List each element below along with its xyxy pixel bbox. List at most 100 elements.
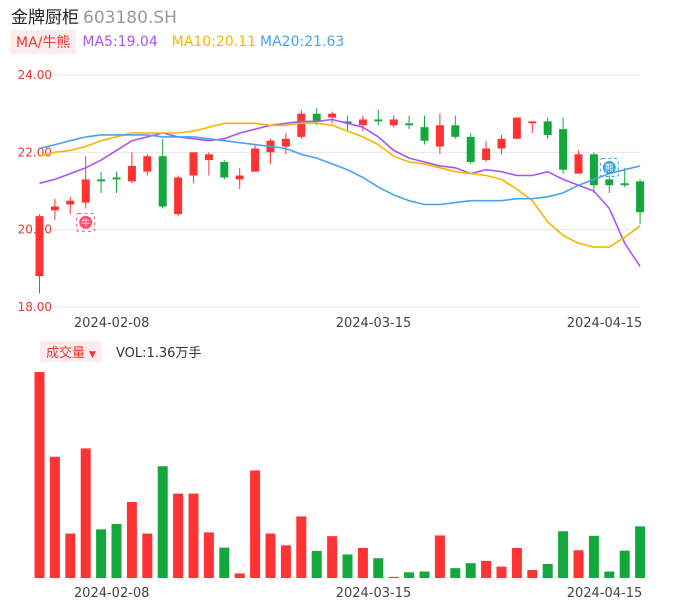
volume-bar xyxy=(542,563,553,578)
volume-bar xyxy=(481,560,492,578)
volume-bar xyxy=(635,526,646,578)
signal-label: 熊 xyxy=(605,162,614,174)
signal-label: 牛 xyxy=(81,217,90,229)
volume-bar xyxy=(357,547,368,578)
volume-bar xyxy=(65,533,76,578)
stock-title: 金牌厨柜 603180.SH xyxy=(11,3,177,28)
caret-down-icon: ▼ xyxy=(89,349,96,360)
candle-body xyxy=(589,154,598,186)
volume-bar xyxy=(126,501,137,578)
volume-bar xyxy=(142,533,153,578)
ma10-value: MA10:20.11 xyxy=(171,34,257,50)
volume-bar xyxy=(157,466,168,578)
volume-tag-label: 成交量 xyxy=(46,345,86,361)
candle-body xyxy=(389,119,398,126)
x-tick-label: 2024-03-15 xyxy=(336,586,412,601)
volume-bar xyxy=(80,448,91,578)
candle-body xyxy=(50,206,59,211)
signal-frame xyxy=(76,212,96,232)
x-tick-label: 2024-04-15 xyxy=(567,586,643,601)
ma-legend: MA/牛熊 MA5:19.04 MA10:20.11 MA20:21.63 xyxy=(10,30,344,54)
candle-body xyxy=(204,154,213,161)
ma20-line xyxy=(39,134,641,206)
y-tick-label: 20.00 xyxy=(18,223,52,237)
candle-body xyxy=(574,154,583,174)
volume-bar xyxy=(280,545,291,578)
candle-body xyxy=(358,119,367,126)
x-tick-label: 2024-02-08 xyxy=(74,316,150,331)
volume-bar xyxy=(450,568,461,578)
candle-body xyxy=(297,113,306,137)
volume-bar xyxy=(419,571,430,578)
volume-bar xyxy=(527,570,538,578)
volume-bar xyxy=(573,550,584,578)
volume-bar xyxy=(465,563,476,578)
candle-body xyxy=(559,129,568,170)
candle-body xyxy=(405,123,414,126)
candle-body xyxy=(251,148,260,172)
volume-bar xyxy=(265,533,276,578)
volume-bar xyxy=(250,470,261,578)
volume-bar xyxy=(173,493,184,578)
x-tick-label: 2024-02-08 xyxy=(74,586,150,601)
stock-name: 金牌厨柜 xyxy=(11,8,79,28)
ma20-value: MA20:21.63 xyxy=(260,34,345,50)
volume-bar xyxy=(588,535,599,578)
candle-body xyxy=(235,175,244,180)
volume-legend: 成交量 ▼ VOL:1.36万手 xyxy=(40,340,202,362)
y-tick-label: 24.00 xyxy=(18,68,52,82)
candle-body xyxy=(497,138,506,149)
candle-body xyxy=(35,216,44,277)
volume-bar xyxy=(49,456,60,578)
volume-bar xyxy=(203,532,214,578)
volume-bar xyxy=(296,516,307,578)
volume-indicator-selector[interactable]: 成交量 ▼ xyxy=(40,340,102,362)
candle-body xyxy=(605,179,614,186)
volume-bar xyxy=(511,547,522,578)
volume-bar xyxy=(234,573,245,578)
candle-body xyxy=(127,165,136,182)
x-tick-label: 2024-04-15 xyxy=(567,316,643,331)
candle-body xyxy=(328,113,337,118)
candle-body xyxy=(466,136,475,162)
volume-bar xyxy=(434,535,445,578)
bear-signal-icon: 熊 xyxy=(599,158,619,178)
candle-body xyxy=(189,152,198,176)
candle-body xyxy=(112,177,121,180)
volume-bar xyxy=(188,493,199,578)
volume-bar xyxy=(558,531,569,578)
volume-bar xyxy=(327,536,338,578)
volume-value: VOL:1.36万手 xyxy=(115,345,202,361)
candle-body xyxy=(420,127,429,141)
volume-bar xyxy=(34,372,45,578)
candle-body xyxy=(636,181,645,213)
x-tick-label: 2024-03-15 xyxy=(336,316,412,331)
volume-bar xyxy=(311,551,322,578)
ma5-value: MA5:19.04 xyxy=(82,34,158,50)
candle-body xyxy=(281,138,290,147)
volume-bar xyxy=(404,572,415,578)
candle-body xyxy=(482,148,491,161)
candle-body xyxy=(343,121,352,124)
candle-body xyxy=(451,125,460,137)
ma5-line xyxy=(39,118,641,267)
candle-body xyxy=(528,121,537,124)
volume-bar xyxy=(219,547,230,578)
stock-code: 603180.SH xyxy=(83,8,177,28)
candle-body xyxy=(143,156,152,172)
candle-body xyxy=(620,183,629,186)
volume-bar xyxy=(604,571,615,578)
signal-frame xyxy=(599,158,619,178)
volume-bar xyxy=(619,550,630,578)
ma-indicator-selector[interactable]: MA/牛熊 xyxy=(10,30,77,54)
y-tick-label: 18.00 xyxy=(18,300,52,314)
candle-body xyxy=(312,113,321,122)
candle-body xyxy=(220,162,229,178)
candle-body xyxy=(97,179,106,182)
volume-bar xyxy=(373,558,384,578)
signal-dot xyxy=(602,161,616,175)
bull-signal-icon: 牛 xyxy=(76,212,96,232)
candle-body xyxy=(158,156,167,207)
ma10-line xyxy=(39,122,641,248)
